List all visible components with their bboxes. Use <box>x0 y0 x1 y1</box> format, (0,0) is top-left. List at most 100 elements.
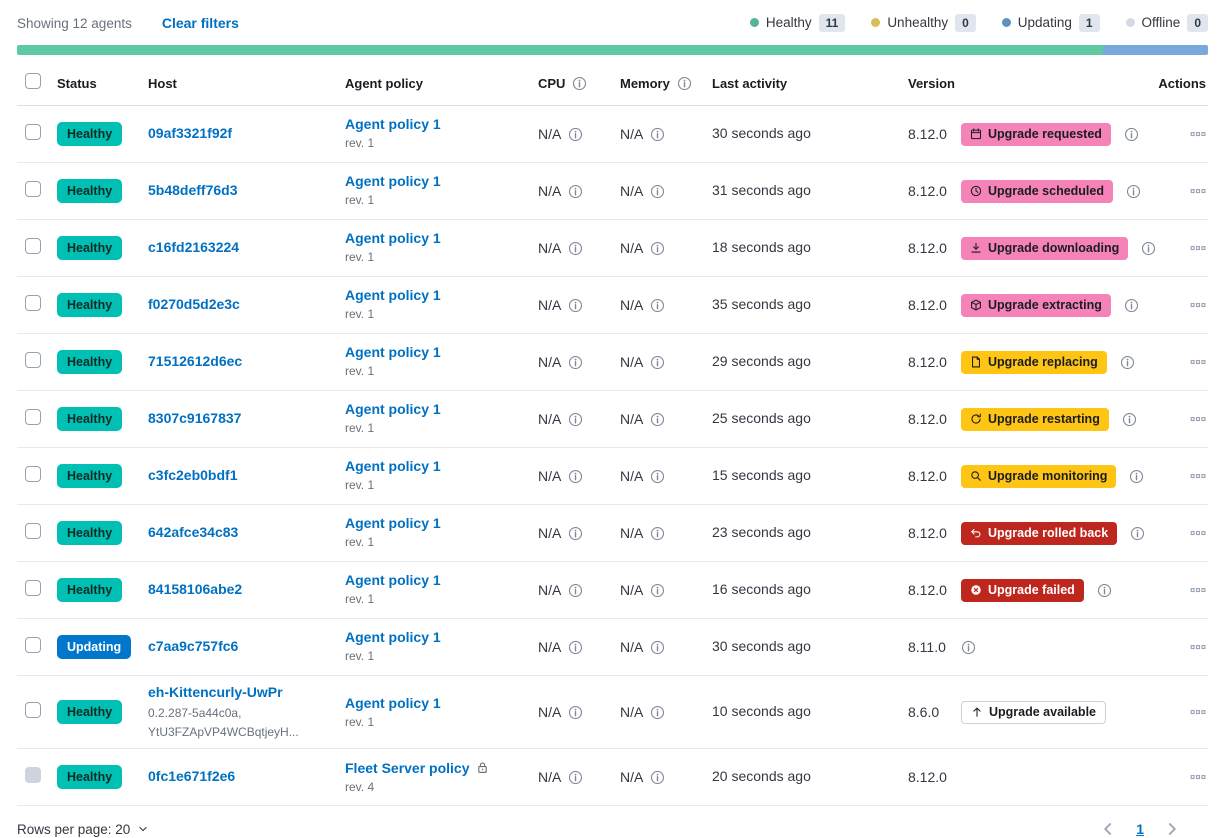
info-icon[interactable] <box>1141 241 1156 256</box>
upgrade-status-badge[interactable]: Upgrade restarting <box>961 407 1109 431</box>
info-icon[interactable] <box>650 705 665 720</box>
info-icon[interactable] <box>1129 469 1144 484</box>
upgrade-status-badge[interactable]: Upgrade rolled back <box>961 521 1118 545</box>
row-actions-button[interactable] <box>1190 468 1206 484</box>
row-checkbox[interactable] <box>25 465 41 482</box>
host-link[interactable]: 8307c9167837 <box>148 410 242 426</box>
agent-policy-link[interactable]: Agent policy 1 <box>345 572 441 589</box>
row-checkbox[interactable] <box>25 636 41 653</box>
info-icon[interactable] <box>650 583 665 598</box>
row-actions-button[interactable] <box>1190 126 1206 142</box>
row-actions-button[interactable] <box>1190 704 1206 720</box>
row-checkbox[interactable] <box>25 123 41 140</box>
agent-policy-link[interactable]: Agent policy 1 <box>345 230 441 247</box>
info-icon[interactable] <box>1122 412 1137 427</box>
info-icon[interactable] <box>1126 184 1141 199</box>
agent-policy-link[interactable]: Agent policy 1 <box>345 458 441 475</box>
info-icon[interactable] <box>650 469 665 484</box>
row-actions-button[interactable] <box>1190 582 1206 598</box>
row-actions-button[interactable] <box>1190 354 1206 370</box>
info-icon[interactable] <box>1124 127 1139 142</box>
agent-policy-link[interactable]: Agent policy 1 <box>345 344 441 361</box>
upgrade-status-badge[interactable]: Upgrade extracting <box>961 293 1111 317</box>
host-link[interactable]: f0270d5d2e3c <box>148 296 240 312</box>
row-actions-button[interactable] <box>1190 183 1206 199</box>
row-actions-button[interactable] <box>1190 525 1206 541</box>
info-icon[interactable] <box>650 526 665 541</box>
agent-policy-link[interactable]: Agent policy 1 <box>345 287 441 304</box>
row-checkbox[interactable] <box>25 294 41 311</box>
row-checkbox[interactable] <box>25 701 41 718</box>
info-icon[interactable] <box>568 469 583 484</box>
upgrade-status-badge[interactable]: Upgrade monitoring <box>961 464 1117 488</box>
info-icon[interactable] <box>568 526 583 541</box>
upgrade-status-badge[interactable]: Upgrade downloading <box>961 236 1129 260</box>
row-checkbox[interactable] <box>25 408 41 425</box>
upgrade-status-badge[interactable]: Upgrade available <box>961 700 1106 724</box>
clear-filters-link[interactable]: Clear filters <box>161 15 239 31</box>
info-icon[interactable] <box>568 770 583 785</box>
info-icon[interactable] <box>1097 583 1112 598</box>
info-icon[interactable] <box>650 127 665 142</box>
select-all-checkbox[interactable] <box>25 73 41 89</box>
info-icon[interactable] <box>1130 526 1145 541</box>
host-link[interactable]: 642afce34c83 <box>148 524 239 540</box>
row-checkbox[interactable] <box>25 351 41 368</box>
info-icon[interactable] <box>677 76 692 91</box>
info-icon[interactable] <box>650 355 665 370</box>
upgrade-status-badge[interactable]: Upgrade scheduled <box>961 179 1113 203</box>
info-icon[interactable] <box>568 640 583 655</box>
agent-policy-link[interactable]: Agent policy 1 <box>345 515 441 532</box>
info-icon[interactable] <box>568 241 583 256</box>
row-actions-button[interactable] <box>1190 411 1206 427</box>
next-page-button[interactable] <box>1164 821 1180 837</box>
info-icon[interactable] <box>650 640 665 655</box>
host-link[interactable]: c7aa9c757fc6 <box>148 638 239 654</box>
info-icon[interactable] <box>568 184 583 199</box>
info-icon[interactable] <box>961 640 976 655</box>
host-link[interactable]: 84158106abe2 <box>148 581 243 597</box>
host-link[interactable]: 71512612d6ec <box>148 353 243 369</box>
host-link[interactable]: c3fc2eb0bdf1 <box>148 467 238 483</box>
row-checkbox[interactable] <box>25 522 41 539</box>
host-link[interactable]: 09af3321f92f <box>148 125 233 141</box>
info-icon[interactable] <box>568 298 583 313</box>
host-link[interactable]: eh-Kittencurly-UwPr <box>148 684 283 700</box>
row-checkbox[interactable] <box>25 237 41 254</box>
upgrade-status-badge[interactable]: Upgrade failed <box>961 578 1084 602</box>
host-link[interactable]: c16fd2163224 <box>148 239 240 255</box>
row-actions-button[interactable] <box>1190 297 1206 313</box>
agent-policy-link[interactable]: Agent policy 1 <box>345 116 441 133</box>
agent-policy-link[interactable]: Agent policy 1 <box>345 173 441 190</box>
host-link[interactable]: 5b48deff76d3 <box>148 182 238 198</box>
row-checkbox[interactable] <box>25 579 41 596</box>
row-checkbox[interactable] <box>25 180 41 197</box>
info-icon[interactable] <box>568 583 583 598</box>
info-icon[interactable] <box>568 355 583 370</box>
agent-policy-link[interactable]: Agent policy 1 <box>345 629 441 646</box>
info-icon[interactable] <box>568 412 583 427</box>
page-number-button[interactable]: 1 <box>1136 821 1144 838</box>
agent-policy-link[interactable]: Fleet Server policy <box>345 759 470 776</box>
host-link[interactable]: 0fc1e671f2e6 <box>148 768 236 785</box>
upgrade-status-badge[interactable]: Upgrade requested <box>961 122 1111 146</box>
row-actions-button[interactable] <box>1190 240 1206 256</box>
rows-per-page-select[interactable]: Rows per page: 20 <box>17 822 149 837</box>
agent-policy-link[interactable]: Agent policy 1 <box>345 401 441 418</box>
row-actions-button[interactable] <box>1190 769 1206 785</box>
upgrade-status-badge[interactable]: Upgrade replacing <box>961 350 1107 374</box>
info-icon[interactable] <box>650 298 665 313</box>
info-icon[interactable] <box>1124 298 1139 313</box>
info-icon[interactable] <box>650 770 665 785</box>
previous-page-button[interactable] <box>1100 821 1116 837</box>
info-icon[interactable] <box>572 76 587 91</box>
info-icon[interactable] <box>650 241 665 256</box>
info-icon[interactable] <box>1120 355 1135 370</box>
agent-policy-link[interactable]: Agent policy 1 <box>345 694 441 711</box>
info-icon[interactable] <box>650 184 665 199</box>
info-icon[interactable] <box>568 127 583 142</box>
row-actions-button[interactable] <box>1190 639 1206 655</box>
info-icon[interactable] <box>650 412 665 427</box>
agent-health-bar <box>17 45 1208 55</box>
info-icon[interactable] <box>568 705 583 720</box>
